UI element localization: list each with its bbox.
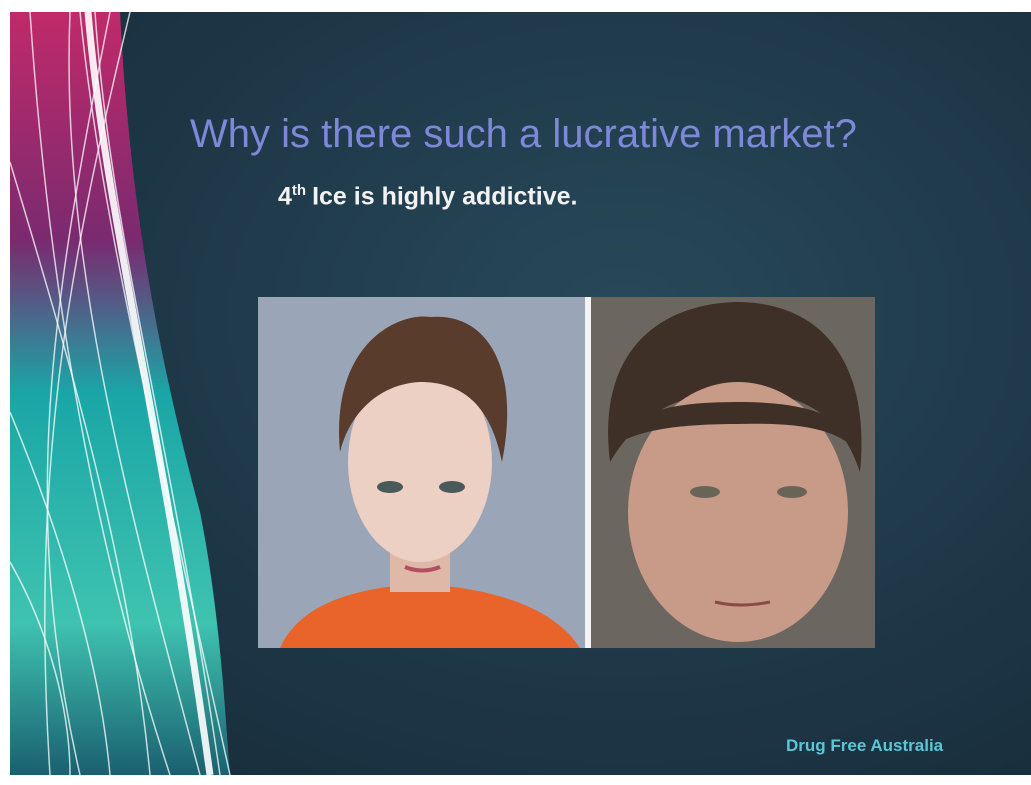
point-suffix: th: [291, 182, 307, 199]
swirl-lines: [10, 12, 231, 775]
point-number: 4: [278, 182, 292, 211]
photo-after: [591, 297, 875, 648]
decoration: [10, 12, 875, 775]
footer: Drug Free Australia: [786, 736, 944, 755]
slide: Why is there such a lucrative market? 4t…: [10, 12, 1031, 775]
slide-title: Why is there such a lucrative market?: [190, 112, 857, 156]
bullet-point: 4th Ice is highly addictive.: [278, 182, 577, 211]
point-text: Ice is highly addictive.: [312, 182, 578, 211]
swirl: [10, 12, 230, 775]
photo-before: [258, 297, 585, 648]
